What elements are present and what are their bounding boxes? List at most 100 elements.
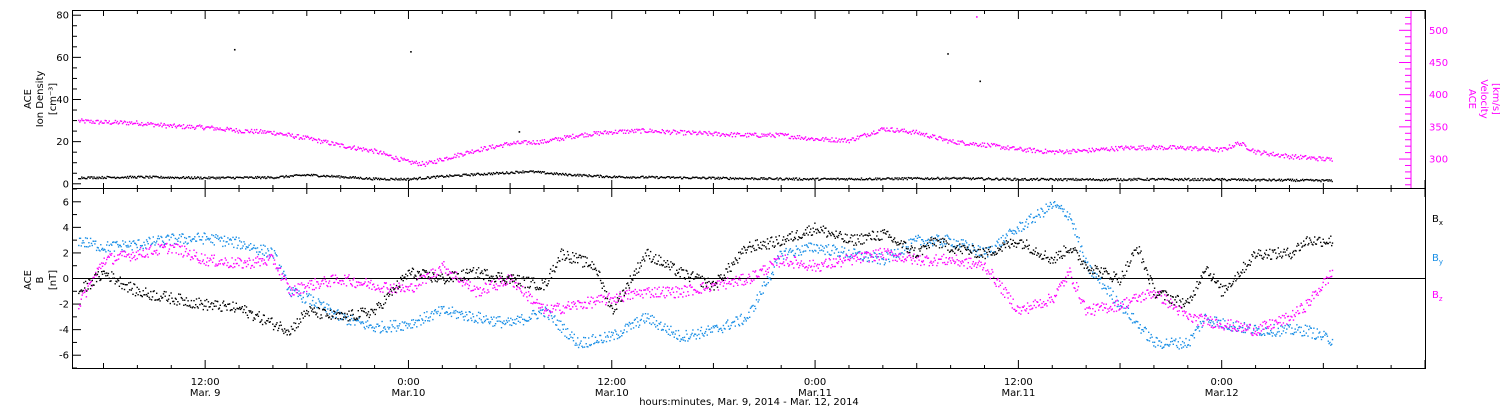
bz-point xyxy=(552,308,554,310)
by-point xyxy=(530,317,532,320)
velocity-point xyxy=(911,130,913,133)
density-point xyxy=(719,176,721,179)
density-point xyxy=(302,174,305,177)
velocity-point xyxy=(884,129,886,131)
velocity-point xyxy=(598,134,600,136)
velocity-point xyxy=(982,145,985,147)
density-point xyxy=(961,177,963,180)
by-point xyxy=(797,247,799,250)
bz-point xyxy=(379,291,382,293)
velocity-point xyxy=(1187,146,1189,148)
by-point xyxy=(865,256,867,258)
velocity-point xyxy=(744,133,747,135)
density-point xyxy=(1148,179,1150,182)
by-point xyxy=(803,250,805,252)
bz-point xyxy=(292,294,294,296)
density-point xyxy=(249,176,252,178)
bz-point xyxy=(140,254,143,256)
velocity-point xyxy=(839,141,841,143)
by-point xyxy=(577,346,580,349)
velocity-point xyxy=(373,148,376,150)
by-point xyxy=(133,240,135,242)
density-point xyxy=(396,178,398,181)
bz-point xyxy=(588,303,591,305)
density-point xyxy=(1058,178,1060,180)
bz-point xyxy=(576,308,578,310)
bz-point xyxy=(575,305,577,307)
by-point xyxy=(1115,295,1118,298)
by-point xyxy=(102,249,104,251)
bz-point xyxy=(475,296,477,298)
bz-point xyxy=(661,290,664,292)
density-point xyxy=(490,172,493,174)
density-point xyxy=(176,176,179,179)
velocity-point xyxy=(481,150,483,152)
bz-point xyxy=(593,301,595,304)
velocity-point xyxy=(232,129,234,131)
bz-point xyxy=(200,262,202,265)
density-point xyxy=(183,177,186,180)
density-point xyxy=(1000,178,1002,181)
velocity-point xyxy=(1264,151,1266,153)
by-point xyxy=(693,333,696,335)
density-point xyxy=(142,176,144,178)
density-point xyxy=(1089,178,1091,180)
density-point xyxy=(338,175,340,177)
velocity-point xyxy=(1319,156,1321,158)
velocity-point xyxy=(1094,149,1096,152)
by-point xyxy=(466,314,468,316)
velocity-point xyxy=(878,129,880,131)
density-point xyxy=(1318,179,1320,181)
density-point xyxy=(950,177,952,180)
density-point xyxy=(652,176,654,178)
velocity-point xyxy=(610,131,613,133)
velocity-point xyxy=(323,139,325,142)
velocity-point xyxy=(1127,146,1129,148)
bz-point xyxy=(415,285,417,287)
bz-point xyxy=(404,290,406,293)
bz-point xyxy=(103,257,105,259)
velocity-point xyxy=(978,144,981,147)
by-point xyxy=(765,283,768,285)
density-point xyxy=(744,177,747,179)
velocity-point xyxy=(134,122,136,125)
by-point xyxy=(867,257,869,259)
density-point xyxy=(747,177,749,180)
by-point xyxy=(333,313,335,315)
by-point xyxy=(373,327,376,329)
velocity-point xyxy=(659,131,661,134)
density-point xyxy=(631,177,633,179)
bz-point xyxy=(158,252,160,255)
by-point xyxy=(720,327,722,330)
velocity-point xyxy=(976,144,979,147)
density-point xyxy=(380,177,382,180)
density-point xyxy=(782,178,784,181)
by-point xyxy=(234,238,237,241)
bz-point xyxy=(582,307,584,310)
by-point xyxy=(210,241,212,243)
bz-point xyxy=(190,256,193,258)
by-point xyxy=(1251,332,1253,334)
velocity-point xyxy=(568,136,570,138)
bz-point xyxy=(449,271,451,273)
velocity-point xyxy=(552,138,555,140)
by-point xyxy=(245,246,248,248)
density-point xyxy=(862,178,865,181)
velocity-point xyxy=(313,138,316,141)
bz-point xyxy=(317,283,320,285)
by-point xyxy=(1024,225,1026,227)
by-point xyxy=(1073,223,1075,225)
velocity-point xyxy=(727,134,730,136)
velocity-point xyxy=(632,130,634,132)
density-point xyxy=(683,176,686,178)
by-point xyxy=(319,301,321,304)
velocity-point xyxy=(627,129,629,131)
velocity-point xyxy=(882,128,884,130)
density-point xyxy=(932,178,934,181)
by-point xyxy=(139,245,142,247)
density-point xyxy=(929,178,932,180)
by-point xyxy=(1177,341,1179,343)
bz-point xyxy=(195,251,198,254)
by-point xyxy=(131,249,133,251)
by-point xyxy=(921,239,924,241)
